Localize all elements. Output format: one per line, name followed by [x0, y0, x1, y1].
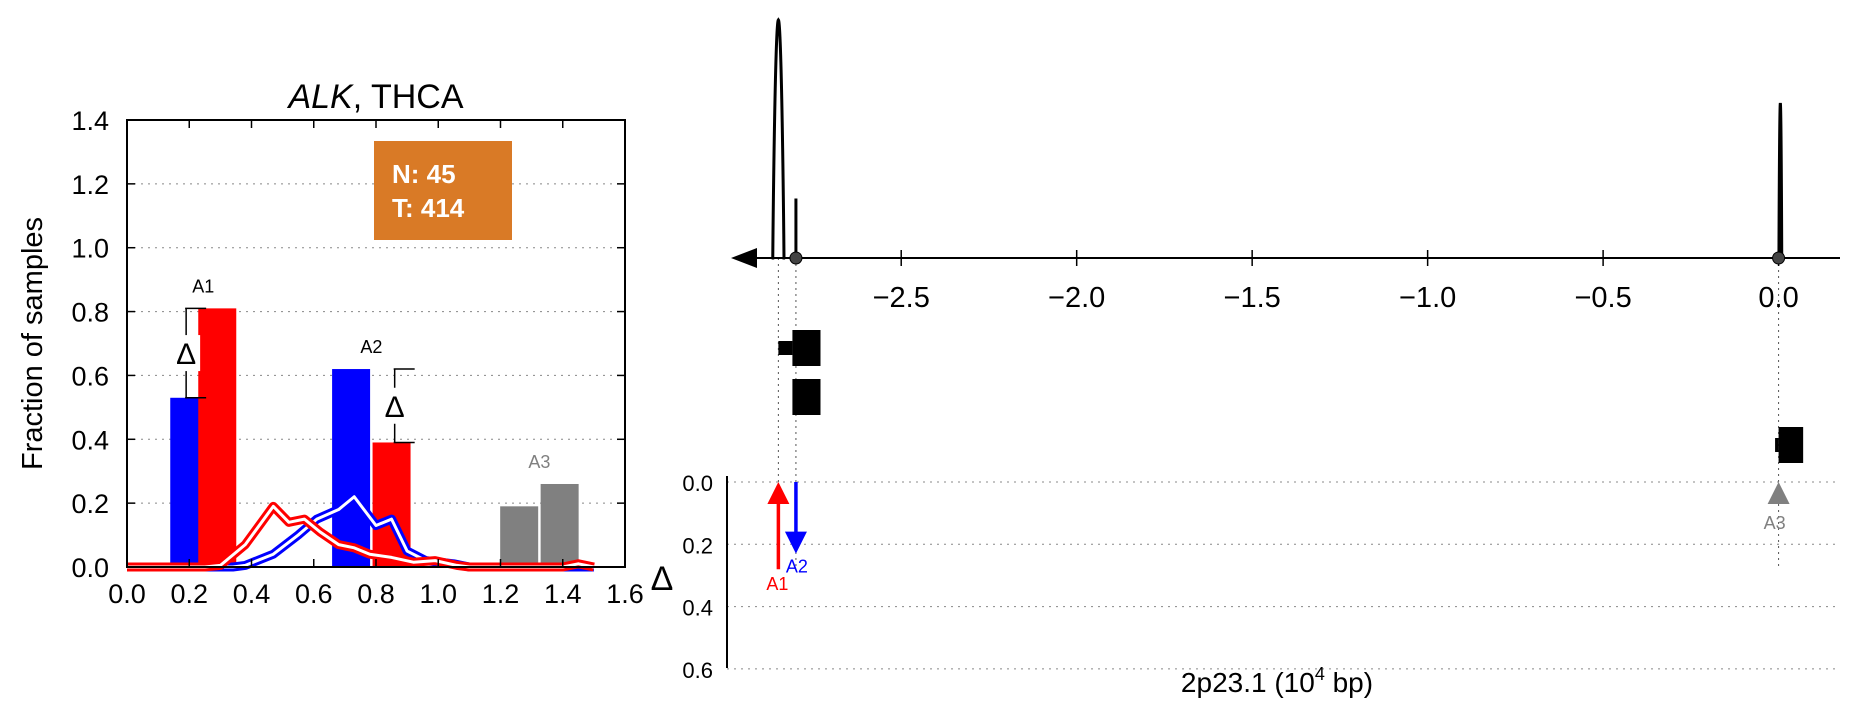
utr-block: [778, 341, 793, 355]
tumor-count-label: T: 414: [392, 193, 465, 223]
delta-y-tick-label: 0.4: [682, 596, 713, 621]
y-tick-label: 0.4: [71, 425, 109, 455]
bar-a1-2: [198, 308, 237, 567]
x-axis-label-exponent: 4: [1315, 664, 1325, 684]
x-tick-label: −1.0: [1399, 282, 1456, 314]
axis-direction-arrow-icon: [731, 248, 757, 268]
coverage-peak-1: [771, 17, 786, 260]
left-panel: ALK, THCA Fraction of samples N: 45 T: 414 A…: [17, 78, 644, 609]
bar-a3-1: [500, 506, 539, 567]
exon-block: [792, 330, 821, 366]
delta-label-bg: [380, 387, 409, 424]
y-tick-label: 1.4: [71, 106, 109, 136]
x-tick-label: 1.0: [419, 579, 457, 609]
delta-label-bg: [172, 335, 201, 372]
delta-axis-label: Δ: [651, 560, 674, 598]
y-tick-label: 0.0: [71, 553, 109, 583]
utr-block: [1775, 438, 1779, 452]
chart-title-cohort: , THCA: [353, 78, 464, 116]
coverage-peak-2: [1777, 102, 1784, 260]
exon-block: [1778, 427, 1804, 463]
chart-title: ALK, THCA: [286, 78, 463, 116]
y-tick-label: 0.8: [71, 298, 109, 328]
x-tick-label: 1.6: [606, 579, 644, 609]
x-tick-label: 0.4: [233, 579, 271, 609]
delta-arrow-label-a2: A2: [786, 557, 808, 577]
y-tick-label: 1.2: [71, 170, 109, 200]
x-axis-label-unit: bp): [1325, 667, 1373, 698]
right-panel: −2.5 −2.0 −1.5 −1.0 −0.5 0.0 0.0 0.2 0.4 0.6 Δ A1A2…: [651, 17, 1840, 698]
x-tick-label: −2.0: [1048, 282, 1105, 314]
sample-count-box: [374, 141, 512, 240]
delta-symbol: Δ: [385, 391, 405, 424]
y-tick-label: 0.6: [71, 361, 109, 391]
y-tick-label: 0.2: [71, 489, 109, 519]
x-tick-label: −2.5: [873, 282, 930, 314]
x-tick-label: 1.2: [482, 579, 520, 609]
delta-y-tick-label: 0.6: [682, 658, 713, 683]
delta-arrow-label-a3: A3: [1764, 513, 1786, 533]
x-tick-label: 1.4: [544, 579, 582, 609]
x-axis-label: 2p23.1 (104 bp): [1181, 664, 1373, 698]
y-axis-label: Fraction of samples: [17, 217, 49, 470]
x-tick-label: −0.5: [1574, 282, 1631, 314]
delta-arrow-head-a1: [767, 482, 790, 504]
y-tick-label: 1.0: [71, 234, 109, 264]
bar-a2-1: [332, 369, 371, 567]
chart-title-gene: ALK: [286, 78, 354, 116]
delta-arrow-head-a2: [784, 531, 807, 554]
delta-y-tick-label: 0.0: [682, 471, 713, 496]
x-tick-label: 0.2: [170, 579, 208, 609]
delta-arrow-label-a1: A1: [766, 574, 788, 594]
normal-count-label: N: 45: [392, 159, 456, 189]
x-tick-label: 0.6: [295, 579, 333, 609]
group-label-a3: A3: [528, 452, 550, 472]
exon-block: [792, 379, 821, 415]
locus-marker: [789, 251, 803, 265]
x-tick-label: −1.5: [1224, 282, 1281, 314]
bar-a3-2: [540, 483, 579, 567]
group-label-a2: A2: [360, 337, 382, 357]
x-tick-label: 0.8: [357, 579, 395, 609]
group-label-a1: A1: [192, 276, 214, 296]
locus-marker: [1772, 251, 1786, 265]
delta-arrow-head-a3: [1767, 482, 1790, 504]
x-tick-label: 0.0: [1758, 282, 1798, 314]
x-axis-label-main: 2p23.1 (10: [1181, 667, 1315, 698]
x-tick-label: 0.0: [108, 579, 146, 609]
delta-y-tick-label: 0.2: [682, 533, 713, 558]
delta-symbol: Δ: [176, 338, 196, 371]
